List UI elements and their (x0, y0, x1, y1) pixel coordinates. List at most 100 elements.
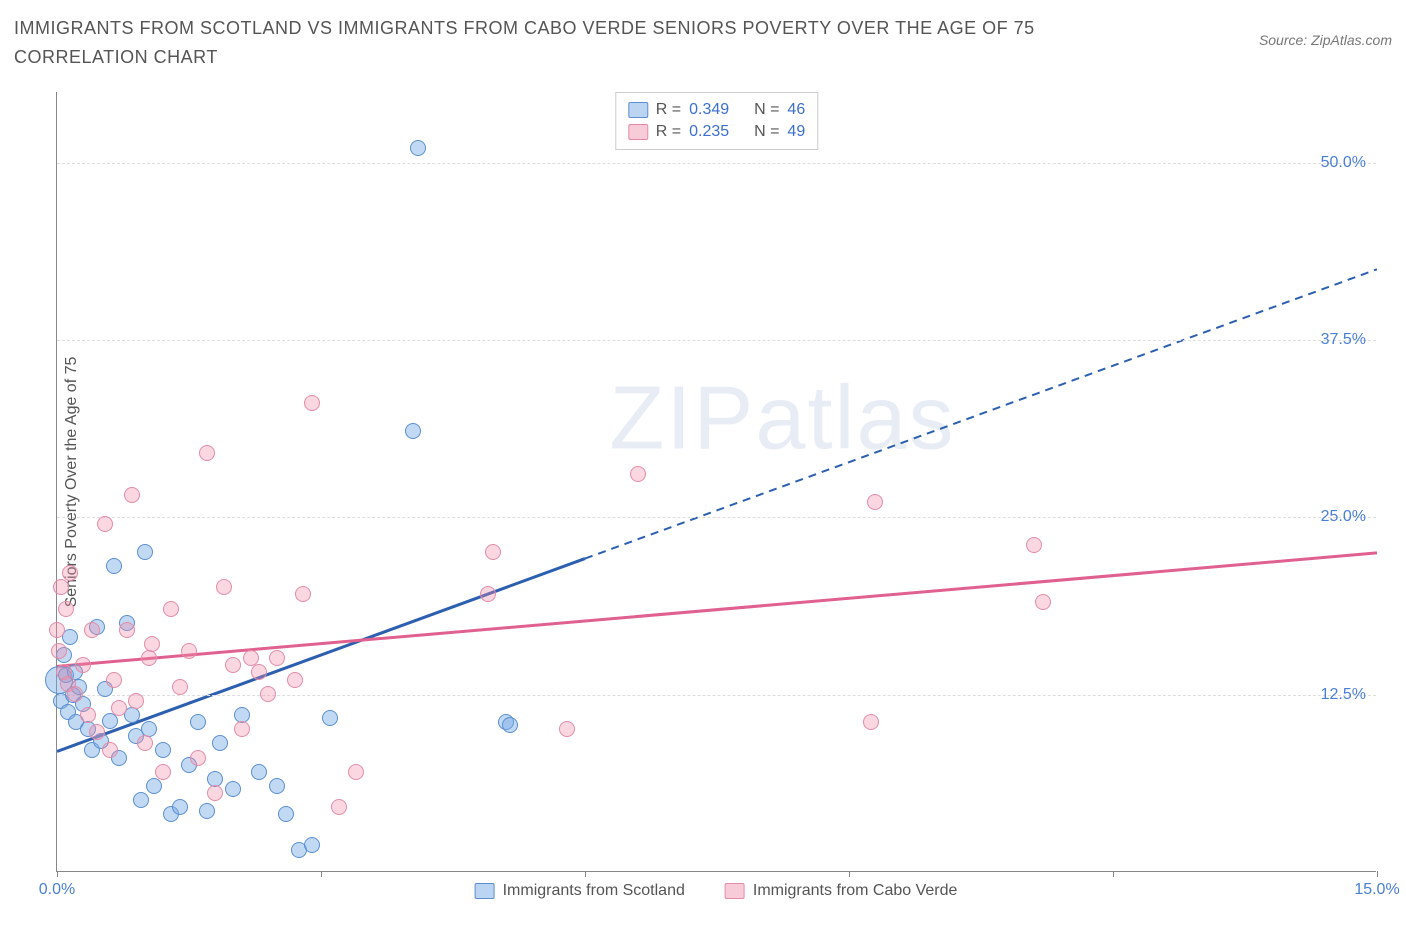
data-point (225, 657, 241, 673)
chart-area: Seniors Poverty Over the Age of 75 ZIPat… (56, 92, 1376, 872)
data-point (53, 579, 69, 595)
data-point (67, 686, 83, 702)
watermark: ZIPatlas (609, 368, 955, 471)
data-point (199, 445, 215, 461)
data-point (75, 657, 91, 673)
bottom-legend: Immigrants from Scotland Immigrants from … (475, 882, 958, 900)
data-point (260, 686, 276, 702)
data-point (172, 679, 188, 695)
gridline-h (57, 517, 1376, 518)
data-point (181, 643, 197, 659)
data-point (49, 622, 65, 638)
r-label: R = (656, 101, 681, 119)
data-point (106, 558, 122, 574)
r-value: 0.235 (689, 123, 729, 141)
data-point (137, 544, 153, 560)
data-point (480, 586, 496, 602)
data-point (106, 672, 122, 688)
legend-swatch (475, 883, 495, 899)
data-point (485, 544, 501, 560)
n-value: 49 (787, 123, 805, 141)
data-point (80, 707, 96, 723)
x-tick-label: 0.0% (39, 881, 75, 899)
data-point (62, 565, 78, 581)
data-point (251, 764, 267, 780)
stats-legend-box: R =0.349 N =46R =0.235 N =49 (615, 92, 818, 150)
n-label: N = (754, 123, 779, 141)
legend-swatch (628, 102, 648, 118)
data-point (559, 721, 575, 737)
n-label: N = (754, 101, 779, 119)
data-point (278, 806, 294, 822)
legend-label: Immigrants from Cabo Verde (753, 882, 958, 900)
data-point (190, 750, 206, 766)
data-point (141, 650, 157, 666)
gridline-h (57, 163, 1376, 164)
data-point (199, 803, 215, 819)
data-point (128, 693, 144, 709)
r-label: R = (656, 123, 681, 141)
data-point (97, 516, 113, 532)
data-point (89, 724, 105, 740)
plot-region: ZIPatlas R =0.349 N =46R =0.235 N =49 12… (56, 92, 1376, 872)
data-point (119, 622, 135, 638)
data-point (348, 764, 364, 780)
data-point (124, 487, 140, 503)
data-point (155, 764, 171, 780)
gridline-h (57, 695, 1376, 696)
data-point (1035, 594, 1051, 610)
data-point (172, 799, 188, 815)
data-point (304, 395, 320, 411)
x-tick (57, 871, 58, 877)
data-point (212, 735, 228, 751)
data-point (405, 423, 421, 439)
chart-title: IMMIGRANTS FROM SCOTLAND VS IMMIGRANTS F… (14, 14, 1114, 72)
data-point (234, 721, 250, 737)
data-point (155, 742, 171, 758)
data-point (287, 672, 303, 688)
data-point (84, 622, 100, 638)
legend-item: Immigrants from Cabo Verde (725, 882, 958, 900)
data-point (1026, 537, 1042, 553)
data-point (251, 664, 267, 680)
data-point (102, 742, 118, 758)
x-tick (585, 871, 586, 877)
data-point (502, 717, 518, 733)
x-tick (849, 871, 850, 877)
data-point (58, 601, 74, 617)
y-tick-label: 37.5% (1321, 331, 1366, 349)
data-point (304, 837, 320, 853)
x-tick (1377, 871, 1378, 877)
x-tick (321, 871, 322, 877)
trend-line-solid (57, 553, 1377, 666)
data-point (137, 735, 153, 751)
data-point (863, 714, 879, 730)
data-point (216, 579, 232, 595)
gridline-h (57, 340, 1376, 341)
stats-row: R = 0.235 N = 49 (628, 121, 805, 143)
data-point (225, 781, 241, 797)
data-point (331, 799, 347, 815)
data-point (322, 710, 338, 726)
legend-swatch (628, 124, 648, 140)
trend-line-dashed (585, 269, 1377, 558)
data-point (190, 714, 206, 730)
r-value: 0.349 (689, 101, 729, 119)
data-point (207, 785, 223, 801)
data-point (630, 466, 646, 482)
stats-row: R =0.349 N =46 (628, 99, 805, 121)
data-point (269, 778, 285, 794)
legend-label: Immigrants from Scotland (503, 882, 685, 900)
y-tick-label: 50.0% (1321, 154, 1366, 172)
data-point (269, 650, 285, 666)
data-point (51, 643, 67, 659)
x-tick (1113, 871, 1114, 877)
legend-swatch (725, 883, 745, 899)
data-point (867, 494, 883, 510)
data-point (146, 778, 162, 794)
data-point (111, 700, 127, 716)
y-tick-label: 12.5% (1321, 686, 1366, 704)
legend-item: Immigrants from Scotland (475, 882, 685, 900)
x-tick-label: 15.0% (1354, 881, 1399, 899)
y-tick-label: 25.0% (1321, 508, 1366, 526)
